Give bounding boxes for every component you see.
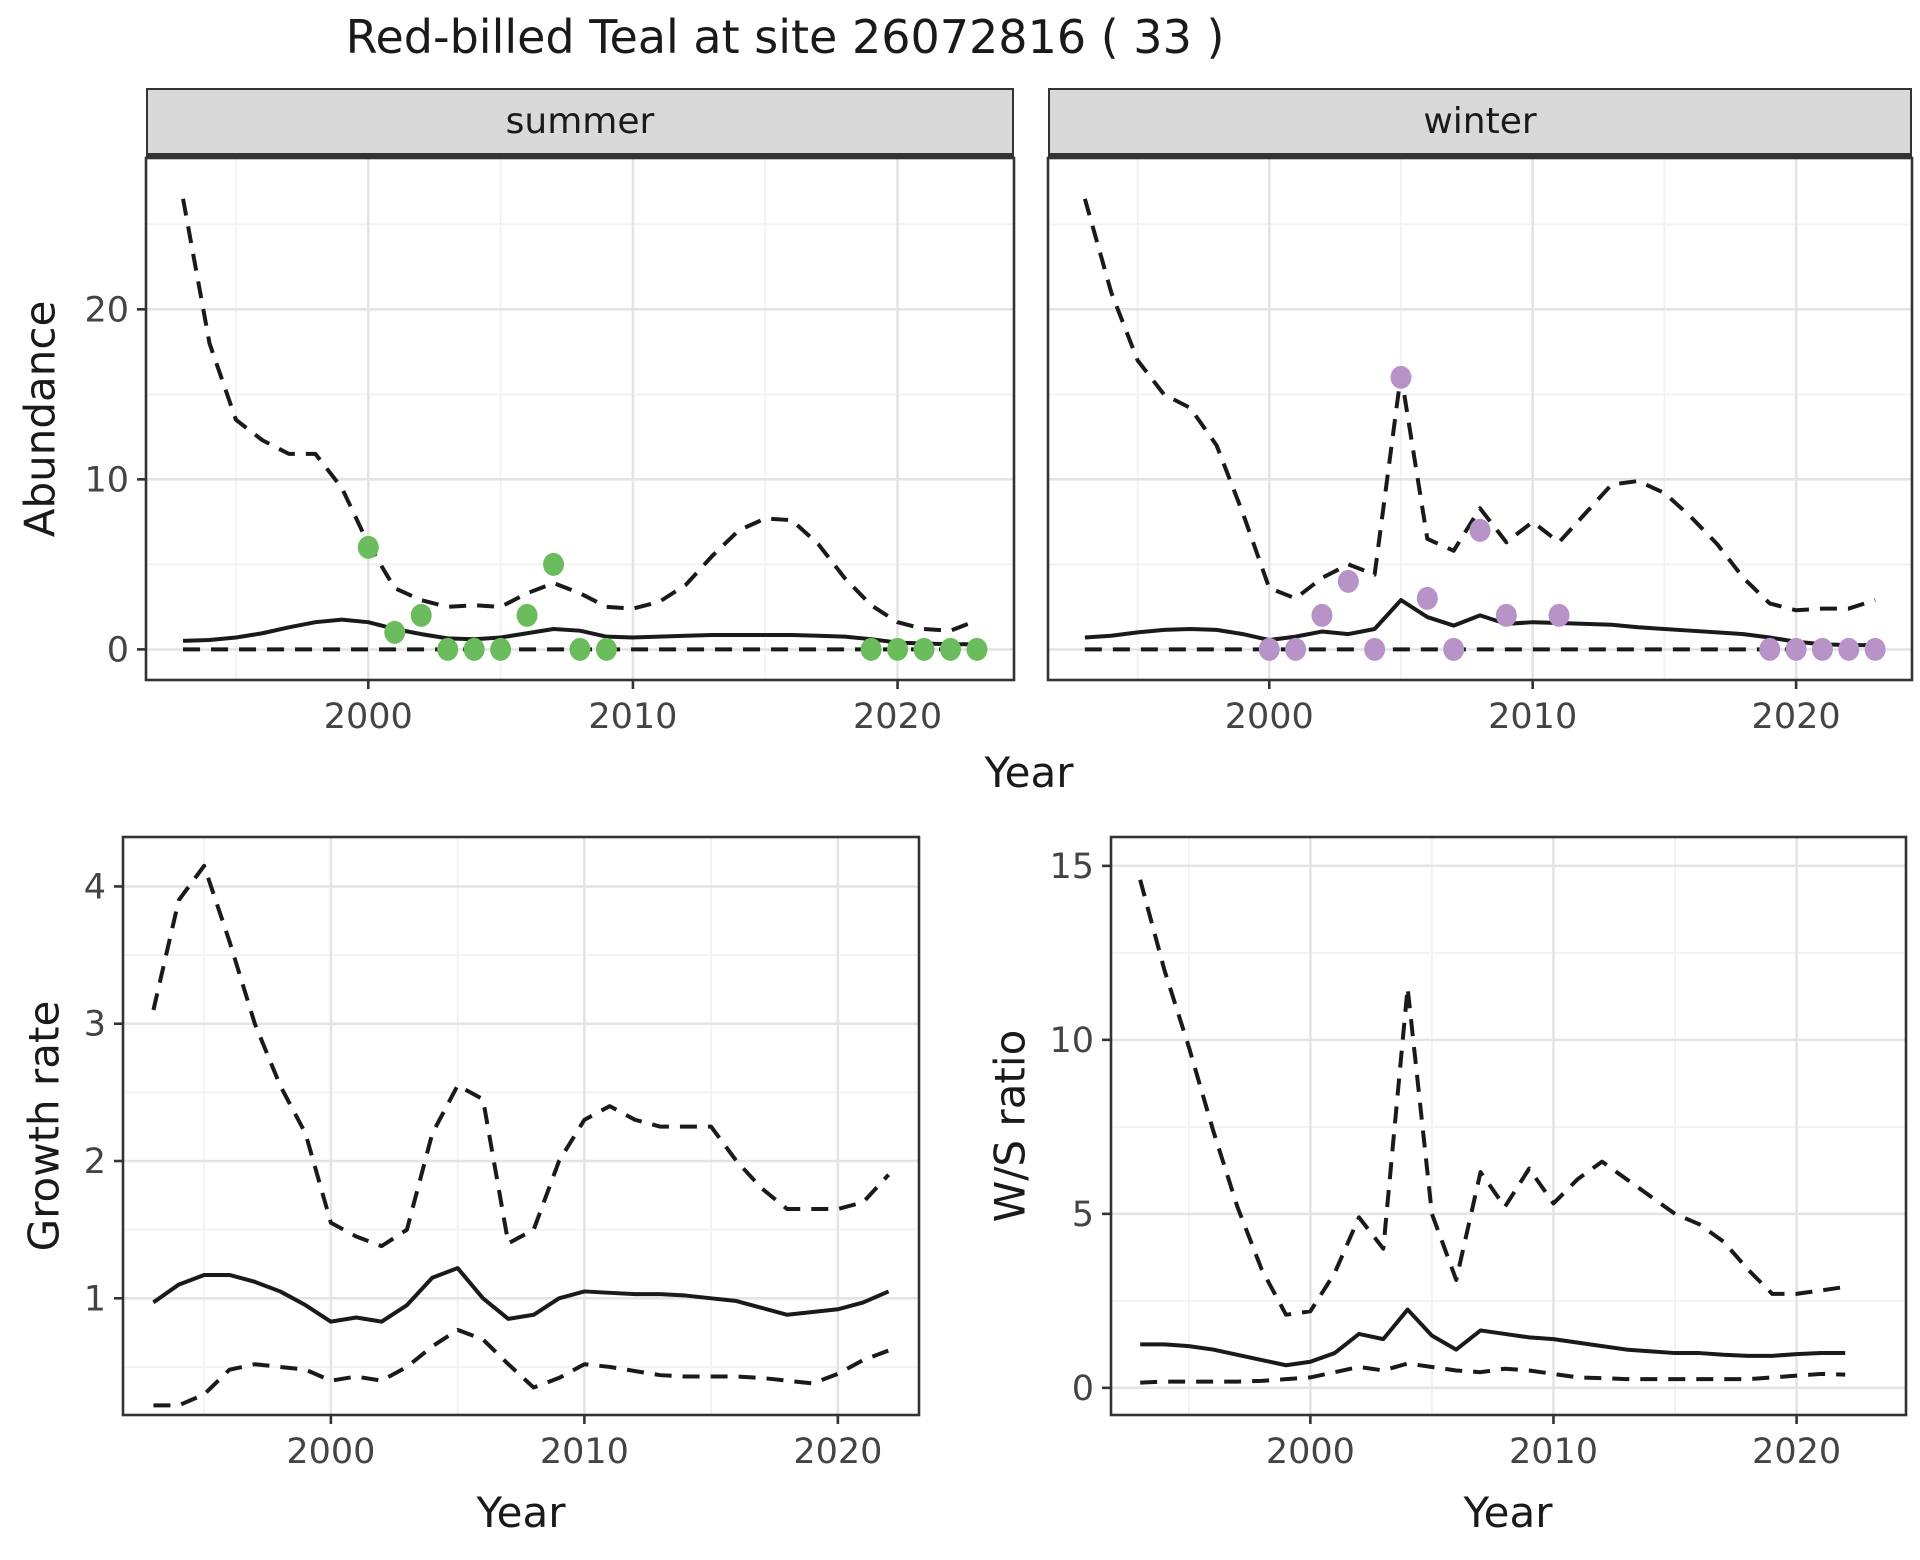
svg-text:4: 4: [84, 867, 106, 907]
y-axis-title-ws-ratio: W/S ratio: [985, 1029, 1035, 1223]
abundance-summer-panel: 2000 2010 2020 0 10 20: [84, 156, 1016, 737]
growth-rate-panel: 2000 2010 2020 1 2 3 4: [84, 835, 921, 1472]
svg-text:3: 3: [84, 1005, 106, 1045]
svg-text:10: 10: [1049, 1021, 1094, 1061]
svg-text:2010: 2010: [540, 1432, 629, 1472]
abundance-winter-panel: 2000 2010 2020: [1046, 156, 1914, 737]
svg-text:2020: 2020: [793, 1432, 882, 1472]
x-axis-title-year-growth: Year: [476, 1488, 566, 1537]
svg-text:10: 10: [84, 460, 129, 500]
svg-text:2020: 2020: [1752, 697, 1841, 737]
facet-strip-winter-label: winter: [1423, 101, 1537, 142]
svg-text:5: 5: [1072, 1195, 1094, 1235]
svg-text:2010: 2010: [1488, 697, 1577, 737]
svg-text:0: 0: [107, 630, 129, 670]
svg-text:2010: 2010: [588, 697, 677, 737]
plot-title: Red-billed Teal at site 26072816 ( 33 ): [345, 10, 1225, 64]
svg-text:2000: 2000: [324, 697, 413, 737]
facet-strip-summer: summer: [146, 88, 1014, 158]
svg-text:1: 1: [84, 1279, 106, 1319]
facet-strip-summer-label: summer: [505, 101, 655, 142]
svg-text:2010: 2010: [1509, 1432, 1598, 1472]
ws-ratio-panel: 2000 2010 2020 0 5 10 15: [1049, 835, 1908, 1472]
svg-text:15: 15: [1049, 847, 1094, 887]
svg-text:2000: 2000: [286, 1432, 375, 1472]
svg-text:2020: 2020: [853, 697, 942, 737]
svg-text:20: 20: [84, 290, 129, 330]
svg-text:2000: 2000: [1225, 697, 1314, 737]
svg-text:2: 2: [84, 1142, 106, 1182]
y-axis-title-abundance: Abundance: [15, 300, 65, 538]
y-axis-title-growth-rate: Growth rate: [19, 1000, 69, 1252]
svg-text:0: 0: [1072, 1369, 1094, 1409]
x-axis-title-year-top: Year: [984, 748, 1074, 797]
svg-text:2020: 2020: [1752, 1432, 1841, 1472]
facet-strip-winter: winter: [1048, 88, 1912, 158]
x-axis-title-year-ws: Year: [1463, 1488, 1553, 1537]
svg-text:2000: 2000: [1266, 1432, 1355, 1472]
